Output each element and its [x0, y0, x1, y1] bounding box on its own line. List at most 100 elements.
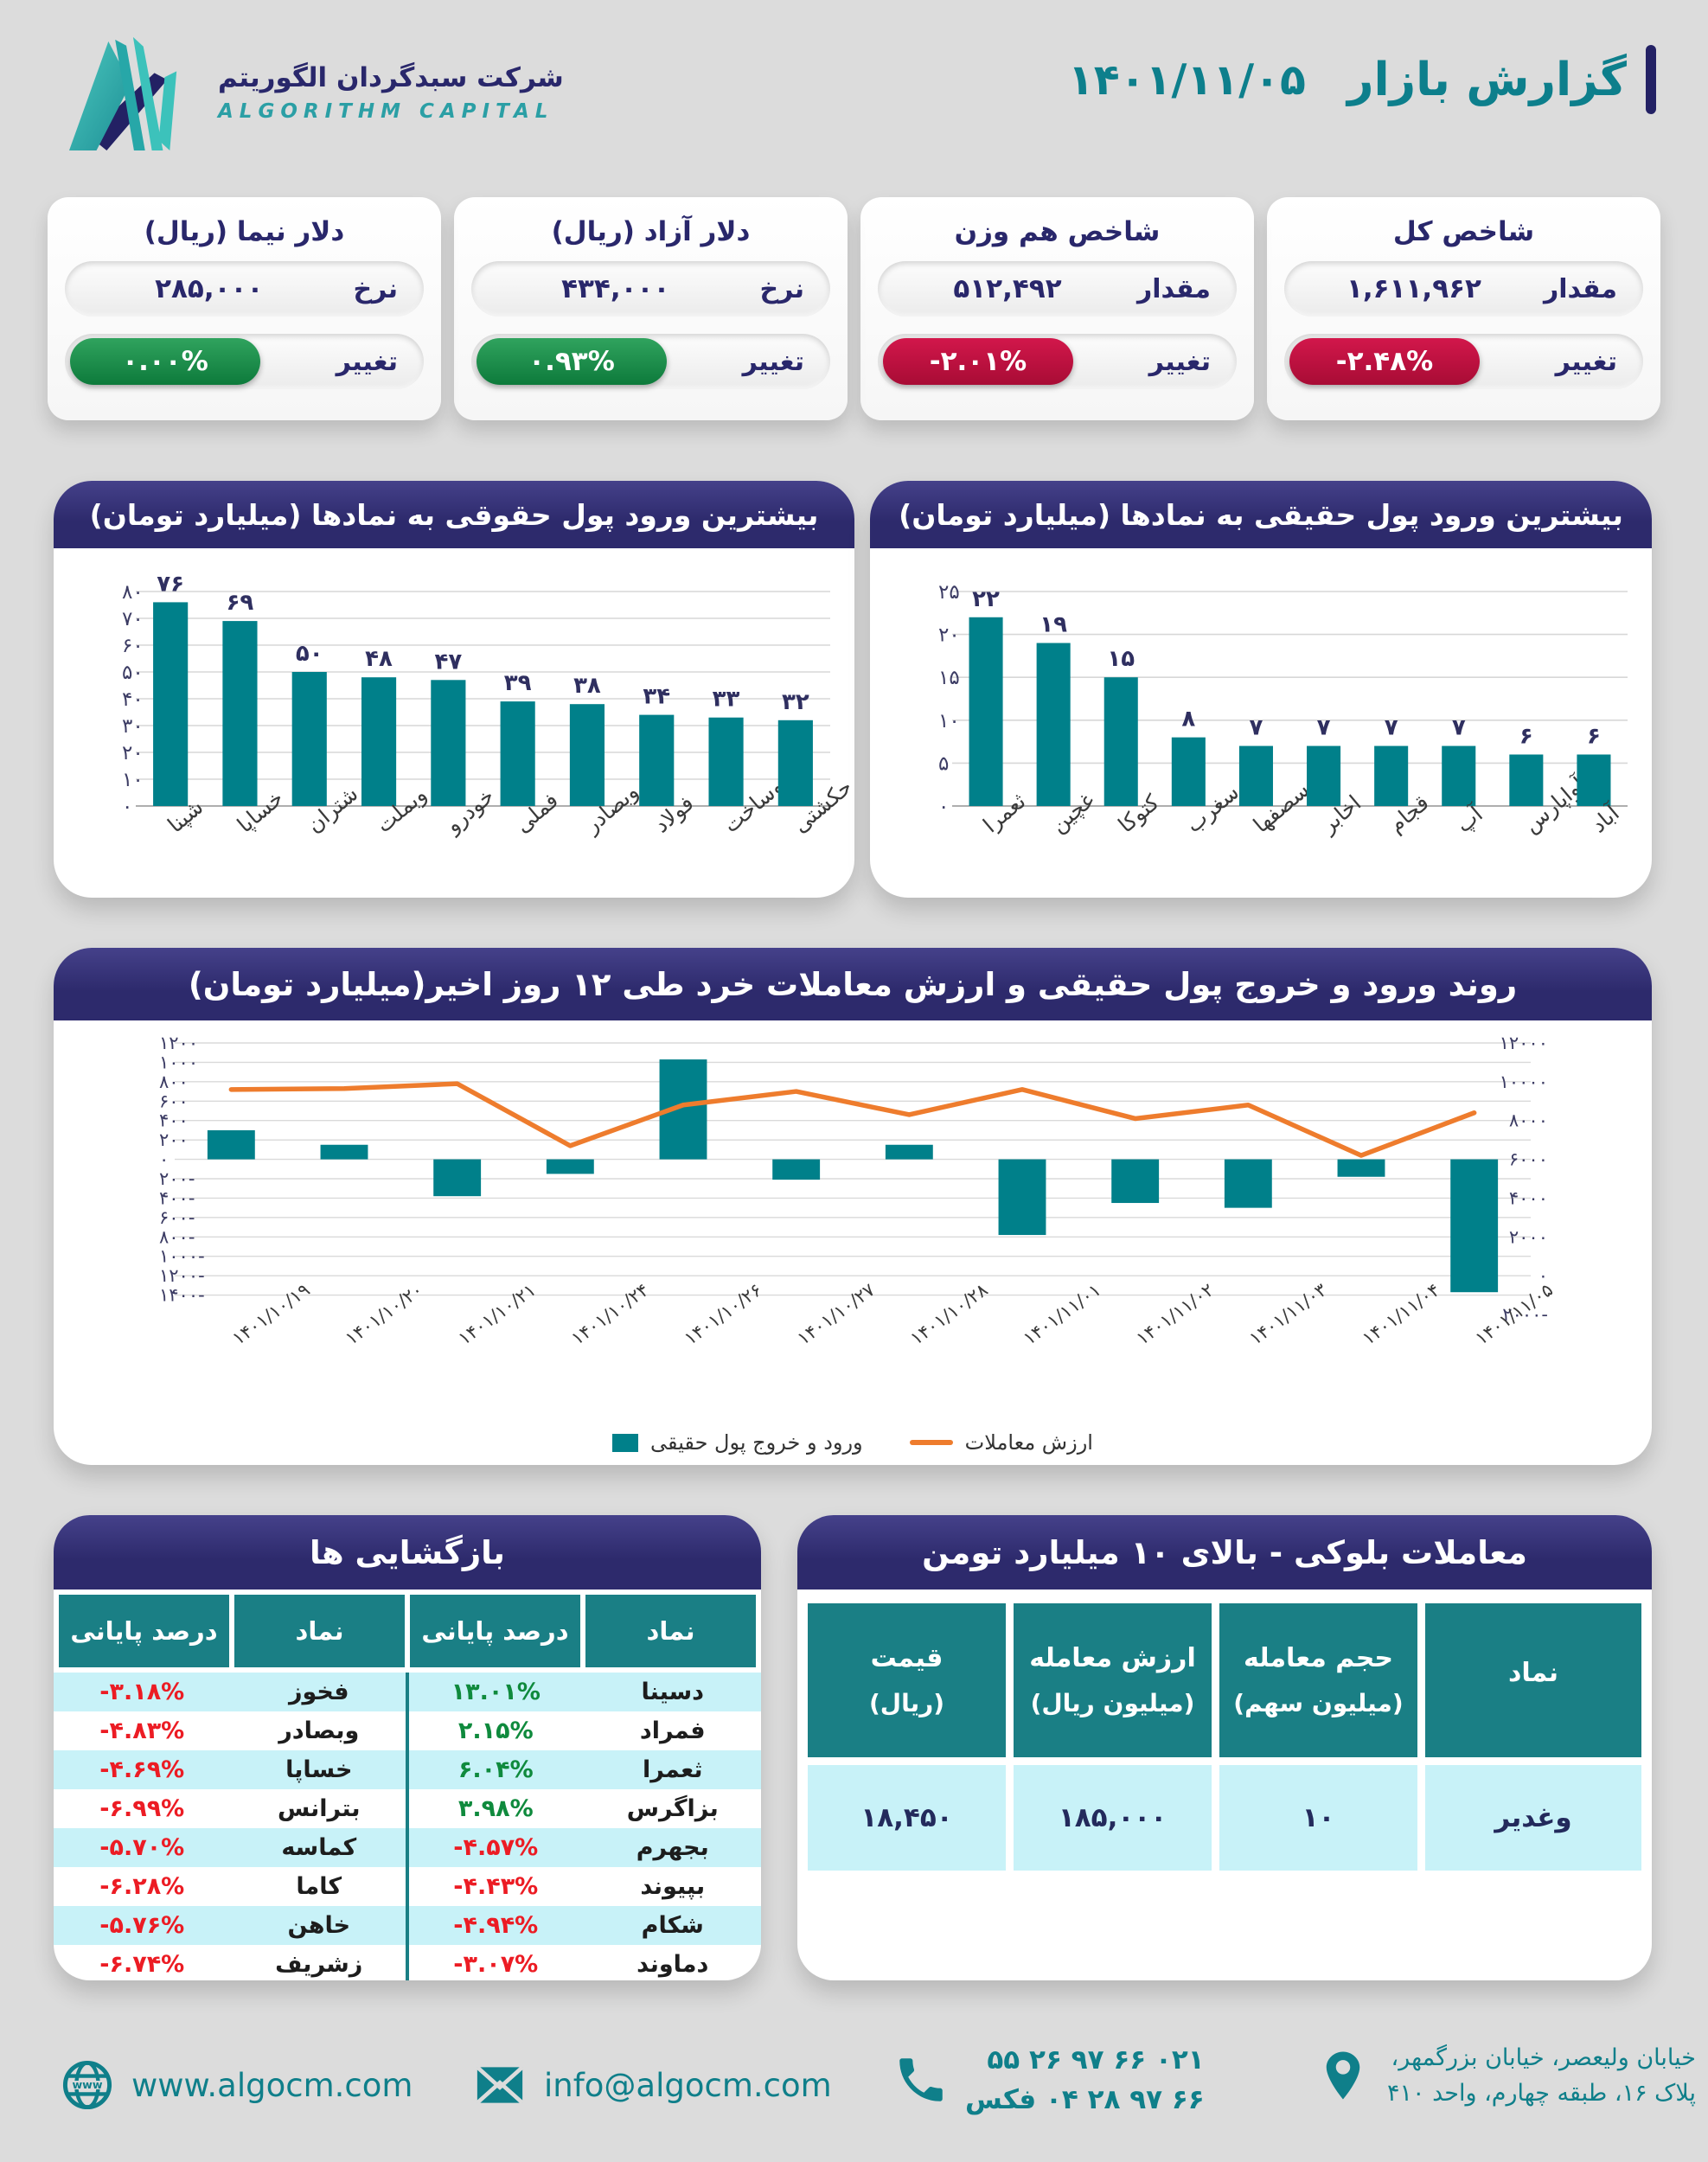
legend-bar-swatch	[612, 1433, 639, 1452]
symbol-cell: زشریف	[275, 1951, 363, 1978]
stat-value-label: نرخ	[353, 273, 398, 304]
svg-text:۱۵: ۱۵	[938, 667, 960, 689]
svg-text:۵: ۵	[938, 752, 949, 775]
chart-card-money-flow-trend: روند ورود و خروج پول حقیقی و ارزش معاملا…	[54, 948, 1652, 1465]
svg-text:-۶۰۰: -۶۰۰	[159, 1207, 195, 1228]
stat-change-field: تغییر ۰.۹۳%	[471, 334, 830, 389]
svg-text:۱۴۰۱/۱۱/۰۲: ۱۴۰۱/۱۱/۰۲	[1132, 1279, 1218, 1349]
stat-change-label: تغییر	[336, 346, 398, 377]
symbol-cell: فخوز	[288, 1679, 349, 1705]
stat-cards-row: شاخص کل مقدار ۱,۶۱۱,۹۶۲ تغییر -۲.۴۸% شاخ…	[48, 197, 1660, 420]
svg-text:۴۰۰۰: ۴۰۰۰	[1509, 1187, 1548, 1208]
symbol-cell: کاما	[296, 1873, 342, 1900]
envelope-icon	[476, 2065, 524, 2105]
footer-website: www www.algocm.com	[59, 2056, 413, 2114]
svg-text:www: www	[72, 2078, 102, 2091]
chart-card-legal-inflow: بیشترین ورود پول حقوقی به نمادها (میلیار…	[54, 481, 854, 898]
percent-cell: -۴.۹۴%	[453, 1912, 539, 1939]
percent-cell: -۴.۶۹%	[99, 1756, 185, 1783]
svg-text:۶: ۶	[1519, 723, 1533, 749]
footer: www www.algocm.com info@algocm.com ۰۲۱ ۶…	[0, 2032, 1708, 2162]
column-header: حجم معامله (میلیون سهم)	[1219, 1603, 1417, 1757]
svg-text:۱۴۰۱/۱۰/۲۰: ۱۴۰۱/۱۰/۲۰	[342, 1279, 427, 1349]
symbol-cell: بزاگرس	[626, 1795, 719, 1822]
svg-text:۸۰۰: ۸۰۰	[159, 1071, 189, 1092]
stat-change-label: تغییر	[742, 346, 804, 377]
phone-icon	[899, 2058, 943, 2101]
stat-change-field: تغییر ۰.۰۰%	[65, 334, 424, 389]
svg-text:۱۴۰۱/۱۰/۱۹: ۱۴۰۱/۱۰/۱۹	[228, 1279, 314, 1349]
stat-title: شاخص کل	[1392, 216, 1535, 247]
chart-title-real-inflow: بیشترین ورود پول حقیقی به نمادها (میلیار…	[870, 481, 1652, 548]
svg-text:۸: ۸	[1181, 707, 1195, 732]
symbol-cell: دسینا	[641, 1679, 705, 1705]
block-trades-table-body: وغدیر ۱۰ ۱۸۵,۰۰۰ ۱۸,۴۵۰	[797, 1757, 1652, 1878]
svg-text:-۱۲۰۰: -۱۲۰۰	[159, 1265, 205, 1286]
logo-mark-icon	[68, 36, 177, 151]
reopenings-column-headers: نماد درصد پایانی نماد درصد پایانی	[54, 1590, 761, 1673]
svg-text:۱۴۰۱/۱۰/۲۶: ۱۴۰۱/۱۰/۲۶	[681, 1279, 766, 1349]
company-logo: شرکت سبدگردان الگوریتم ALGORITHM CAPITAL	[54, 33, 564, 152]
symbol-cell: کماسه	[281, 1834, 357, 1861]
column-header: نماد	[234, 1595, 405, 1667]
table-row: دماوند -۳.۰۷% زشریف -۶.۷۴%	[54, 1945, 761, 1980]
change-badge: -۲.۴۸%	[1289, 338, 1480, 385]
svg-text:۱۴۰۱/۱۱/۰۱: ۱۴۰۱/۱۱/۰۱	[1020, 1279, 1105, 1349]
symbol-cell: بترانس	[278, 1795, 361, 1822]
symbol-cell: شکام	[641, 1912, 704, 1939]
globe-www-icon: www	[62, 2060, 112, 2110]
stat-title: دلار آزاد (ریال)	[551, 216, 751, 247]
svg-text:۵۰: ۵۰	[122, 662, 144, 684]
svg-text:۲۰: ۲۰	[938, 624, 960, 647]
legend-line-label: ارزش معاملات	[964, 1430, 1093, 1455]
page-title: گزارش بازار	[1347, 53, 1627, 106]
svg-text:۱۲۰۰: ۱۲۰۰	[159, 1033, 198, 1053]
svg-text:۱۰: ۱۰	[122, 769, 144, 791]
svg-text:۵۰: ۵۰	[296, 641, 323, 667]
svg-text:۲۵: ۲۵	[938, 581, 960, 604]
stat-change-label: تغییر	[1148, 346, 1211, 377]
email-address: info@algocm.com	[544, 2066, 832, 2104]
stat-value: ۱,۶۱۱,۹۶۲	[1346, 273, 1481, 304]
svg-text:۰: ۰	[1538, 1265, 1548, 1286]
table-cell: وغدیر	[1425, 1765, 1641, 1871]
legend-line-swatch	[909, 1440, 953, 1445]
percent-cell: -۶.۲۸%	[99, 1873, 185, 1900]
percent-cell: ۶.۰۴%	[457, 1756, 534, 1783]
chart-card-real-inflow: بیشترین ورود پول حقیقی به نمادها (میلیار…	[870, 481, 1652, 898]
svg-text:۲۰: ۲۰	[122, 742, 144, 764]
svg-text:۶۰۰: ۶۰۰	[159, 1091, 189, 1111]
stat-card-total-index: شاخص کل مقدار ۱,۶۱۱,۹۶۲ تغییر -۲.۴۸%	[1267, 197, 1660, 420]
stat-value-label: نرخ	[759, 273, 804, 304]
stat-value-field: نرخ ۲۸۵,۰۰۰	[65, 261, 424, 317]
column-header: درصد پایانی	[410, 1595, 580, 1667]
phone-number: ۰۲۱ ۶۶ ۹۷ ۲۶ ۵۵	[987, 2044, 1205, 2076]
stat-value: ۴۳۴,۰۰۰	[561, 273, 670, 304]
stat-value-field: مقدار ۵۱۲,۴۹۲	[878, 261, 1237, 317]
svg-text:۰: ۰	[938, 796, 949, 818]
stat-value: ۵۱۲,۴۹۲	[953, 273, 1062, 304]
stat-title: شاخص هم وزن	[954, 216, 1161, 247]
column-header: نماد	[1425, 1603, 1641, 1757]
table-row: بزاگرس ۳.۹۸% بترانس -۶.۹۹%	[54, 1789, 761, 1828]
svg-text:۴۸: ۴۸	[365, 646, 393, 672]
svg-text:۳۰: ۳۰	[122, 715, 144, 738]
svg-text:۱۲۰۰۰: ۱۲۰۰۰	[1500, 1033, 1548, 1053]
svg-text:۱۰۰۰: ۱۰۰۰	[159, 1052, 198, 1072]
percent-cell: -۳.۱۸%	[99, 1679, 185, 1705]
stat-change-field: تغییر -۲.۰۱%	[878, 334, 1237, 389]
svg-text:۸۰: ۸۰	[122, 581, 144, 604]
logo-company-name-en: ALGORITHM CAPITAL	[218, 100, 554, 123]
title-accent-bar	[1646, 45, 1656, 114]
report-date: ۱۴۰۱/۱۱/۰۵	[1067, 54, 1306, 105]
column-header: قیمت (ریال)	[808, 1603, 1006, 1757]
symbol-cell: دماوند	[637, 1951, 709, 1978]
percent-cell: -۴.۴۳%	[453, 1873, 539, 1900]
percent-cell: -۴.۸۳%	[99, 1717, 185, 1744]
table-card-reopenings: بازگشایی ها نماد درصد پایانی نماد درصد پ…	[54, 1515, 761, 1980]
stat-value-field: نرخ ۴۳۴,۰۰۰	[471, 261, 830, 317]
percent-cell: -۳.۰۷%	[453, 1951, 539, 1978]
svg-text:۷: ۷	[1452, 715, 1466, 741]
stat-title: دلار نیما (ریال)	[144, 216, 345, 247]
svg-text:-۱۰۰۰: -۱۰۰۰	[159, 1246, 205, 1267]
